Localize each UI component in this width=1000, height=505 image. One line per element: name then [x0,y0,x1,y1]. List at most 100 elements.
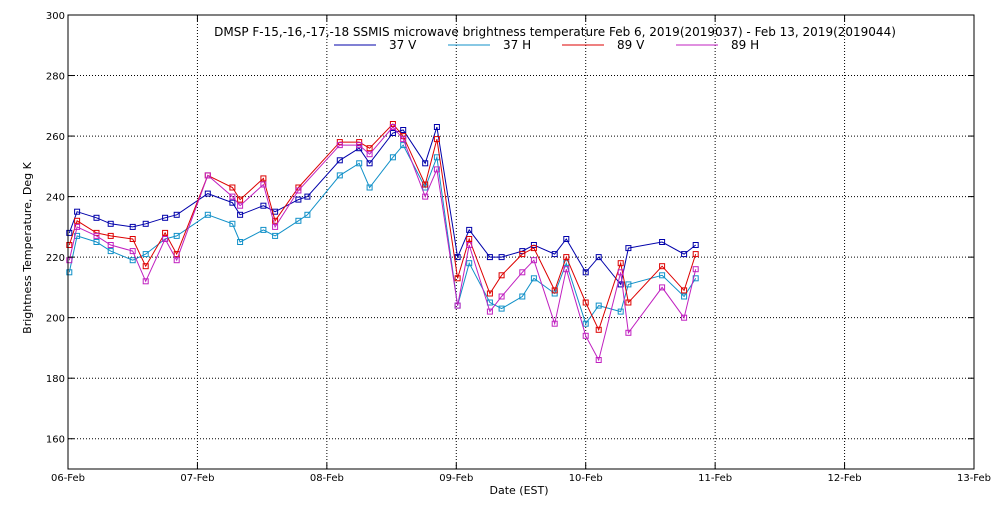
data-point-marker [162,236,169,242]
y-tick-label: 220 [46,253,65,264]
data-point-marker [66,242,73,248]
series-37-h [66,142,699,327]
data-point-marker [563,236,570,242]
data-point-marker [107,232,114,239]
data-point-marker [229,199,236,206]
data-point-marker [466,236,473,242]
data-point-marker [595,357,602,363]
data-point-marker [93,214,100,221]
data-point-marker [498,305,505,312]
data-point-marker [466,260,473,267]
data-point-marker [595,326,602,333]
data-point-marker [129,257,136,264]
legend-item: 89 V [562,38,645,52]
data-point-marker [659,272,666,279]
data-point-marker [466,242,473,248]
legend-label: 37 H [503,38,531,52]
legend-item: 37 V [334,38,417,52]
data-point-marker [433,136,440,143]
data-point-marker [400,127,407,133]
series-37-v [66,124,699,288]
data-point-marker [295,217,302,224]
data-point-marker [486,254,493,261]
series-89-h [66,124,699,363]
data-point-marker [142,251,149,258]
data-point-marker [530,245,537,252]
data-point-marker [204,190,211,197]
y-tick-label: 160 [46,435,65,446]
grid-lines [68,15,974,469]
data-point-marker [681,293,688,300]
data-point-marker [433,166,440,173]
legend-label: 37 V [389,38,417,52]
data-point-marker [659,239,666,245]
data-point-marker [74,208,81,215]
data-point-marker [260,226,267,233]
data-point-marker [129,223,136,230]
chart-title: DMSP F-15,-16,-17,-18 SSMIS microwave br… [214,25,896,39]
y-tick-label: 280 [46,72,65,83]
data-point-marker [692,251,699,258]
x-tick-label: 08-Feb [310,473,344,484]
data-point-marker [454,254,461,261]
data-point-marker [389,124,396,130]
data-point-marker [173,257,180,264]
x-tick-label: 11-Feb [698,473,732,484]
data-point-marker [272,232,279,239]
data-point-marker [66,257,73,264]
x-tick-label: 09-Feb [439,473,473,484]
data-point-marker [229,220,236,227]
data-point-marker [142,278,149,285]
data-point-marker [237,211,244,218]
data-point-marker [466,226,473,233]
series-line [68,144,697,325]
data-point-marker [295,196,302,203]
data-point-marker [625,299,632,306]
data-point-marker [519,269,526,276]
data-point-marker [498,272,505,279]
data-point-marker [74,223,81,230]
legend-item: 89 H [676,38,759,52]
data-point-marker [454,275,461,282]
data-point-marker [142,220,149,227]
data-point-marker [272,223,279,230]
legend-label: 89 V [617,38,645,52]
data-point-marker [366,160,373,167]
x-tick-label: 06-Feb [51,473,85,484]
data-point-marker [237,196,244,203]
data-point-marker [681,251,688,258]
data-point-marker [295,187,302,194]
data-point-marker [486,290,493,297]
data-point-marker [422,160,429,167]
x-tick-label: 07-Feb [180,473,214,484]
data-point-marker [389,154,396,161]
data-point-marker [400,136,407,143]
data-point-marker [162,214,169,221]
data-point-marker [229,193,236,200]
data-point-marker [260,181,267,188]
data-point-marker [356,160,363,167]
series-line [68,126,697,286]
y-tick-label: 240 [46,193,65,204]
series-line [68,123,697,332]
data-point-marker [129,236,136,242]
data-point-marker [625,245,632,252]
data-point-marker [173,232,180,239]
data-point-marker [304,211,311,218]
data-point-marker [681,314,688,321]
data-point-marker [237,202,244,209]
x-tick-label: 13-Feb [957,473,991,484]
data-point-marker [422,193,429,200]
data-point-marker [617,281,624,288]
legend: 37 V 37 H 89 V 89 H [334,38,759,52]
legend-item: 37 H [448,38,531,52]
data-point-marker [595,302,602,309]
series-lines [66,121,699,363]
data-point-marker [162,229,169,236]
data-point-marker [582,320,589,327]
x-axis-title: Date (EST) [489,484,548,497]
data-point-marker [260,175,267,182]
data-point-marker [659,284,666,291]
